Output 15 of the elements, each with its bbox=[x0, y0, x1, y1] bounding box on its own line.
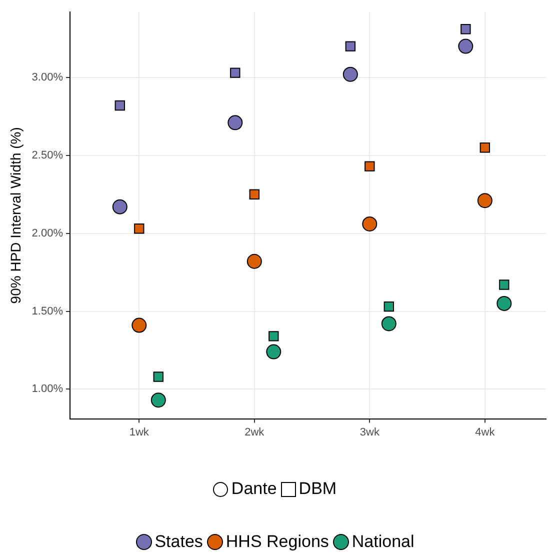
y-tick-label: 1.00% bbox=[32, 383, 64, 396]
x-tick-label: 3wk bbox=[360, 426, 380, 438]
text: Dante bbox=[230, 479, 277, 499]
y-tick-label: 1.50% bbox=[32, 305, 64, 318]
y-tick-label: 2.00% bbox=[32, 227, 64, 240]
legend-label: States bbox=[154, 532, 203, 552]
x-tick-label: 2wk bbox=[244, 426, 265, 438]
y-tick-label: 2.50% bbox=[32, 149, 64, 162]
y-axis-title: 90% HPD Interval Width (%) bbox=[7, 127, 24, 304]
text: DBM bbox=[298, 479, 337, 499]
x-tick-label: 4wk bbox=[475, 426, 496, 438]
legend-label: HHS Regions bbox=[224, 532, 329, 552]
x-tick-label: 1wk bbox=[129, 426, 150, 438]
legend-label: National bbox=[350, 532, 414, 552]
y-tick-label: 3.00% bbox=[32, 71, 64, 84]
